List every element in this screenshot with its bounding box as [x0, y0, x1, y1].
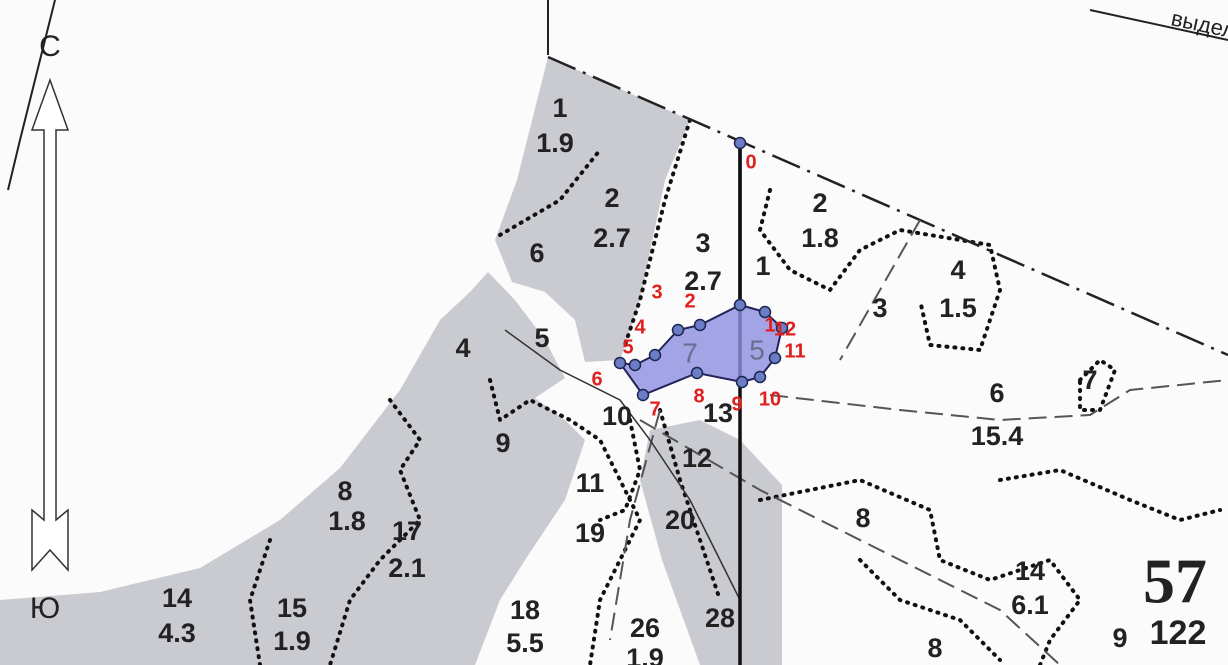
plot-label: 6: [989, 378, 1004, 408]
survey-points: [613, 136, 789, 402]
plot-label: 8: [927, 633, 942, 663]
plot-label: 3: [872, 293, 887, 323]
plot-label: 14: [162, 583, 192, 613]
plot-label: 12: [682, 443, 712, 473]
point-label: 12: [774, 318, 796, 340]
plot-label: 8: [855, 503, 870, 533]
plot-label: 4: [455, 333, 470, 363]
survey-point: [775, 321, 789, 335]
plot-label: 5: [534, 323, 549, 353]
plot-label: 8: [337, 476, 352, 506]
plot-label: 2: [812, 188, 827, 218]
point-label: 11: [784, 340, 805, 362]
point-label: 3: [651, 281, 662, 303]
point-label: 6: [591, 368, 602, 390]
survey-point: [671, 323, 685, 337]
plot-label: 3: [695, 228, 710, 258]
point-label: 9: [731, 393, 742, 415]
survey-point: [613, 356, 627, 370]
north-label: С: [39, 30, 61, 63]
plot-label: 15.4: [971, 421, 1024, 451]
plot-label: 19: [575, 518, 605, 548]
boundaries: [7, 0, 1228, 665]
plot-label: 1.9: [536, 128, 574, 158]
plot-label: 1.8: [328, 506, 366, 536]
plot-label: 4: [950, 255, 965, 285]
plot-label: 26: [630, 613, 660, 643]
plot-label: 9: [495, 428, 510, 458]
plot-label: 2.1: [388, 553, 426, 583]
survey-point: [648, 348, 662, 362]
plot-label: 6.1: [1011, 590, 1049, 620]
plot-label: 1.9: [626, 643, 664, 665]
survey-point: [628, 358, 642, 372]
plot-label: 9: [1112, 623, 1127, 653]
section-area: 122: [1150, 614, 1207, 652]
compass: С Ю: [30, 30, 70, 625]
plot-label: 2.7: [593, 223, 631, 253]
point-label: 4: [634, 316, 646, 338]
point-label: 10: [759, 388, 781, 410]
point-label: 1: [764, 314, 775, 336]
plot-label: 14: [1015, 556, 1045, 586]
plot-label: 11: [576, 468, 605, 498]
plot-label: 7: [1082, 365, 1097, 395]
section-number: 57: [1143, 546, 1207, 617]
survey-point: [753, 370, 767, 384]
point-label: 2: [684, 290, 695, 312]
point-label: 0: [745, 151, 756, 173]
point-label: 8: [693, 385, 704, 407]
plot-label: 20: [665, 505, 695, 535]
plot-label: 4.3: [158, 618, 196, 648]
survey-point: [733, 136, 747, 150]
survey-point: [693, 318, 707, 332]
survey-point: [636, 388, 650, 402]
survey-point: [758, 305, 772, 319]
survey-point: [690, 366, 704, 380]
point-label: 7: [649, 398, 660, 420]
plot-label: 2: [604, 183, 619, 213]
plot-label: 2.7: [684, 266, 722, 296]
polygon-label: 5: [749, 334, 765, 365]
plot-label: 13: [703, 398, 733, 428]
plot-label: 17: [392, 516, 422, 546]
point-label: 5: [622, 336, 633, 358]
plot-label: 15: [277, 593, 307, 623]
plot-label: 10: [602, 401, 632, 431]
plot-label: 1.9: [273, 626, 311, 656]
survey-point: [733, 298, 747, 312]
plot-label: 18: [510, 595, 540, 625]
plot-label: 6: [529, 238, 544, 268]
south-label: Ю: [30, 592, 60, 625]
plot-label: 28: [705, 603, 735, 633]
plot-label: 5.5: [506, 628, 544, 658]
survey-point: [735, 375, 749, 389]
plot-label: 1: [552, 93, 567, 123]
polygon-label: 7: [682, 337, 698, 368]
survey-point: [768, 351, 782, 365]
plot-label: 1.5: [939, 293, 977, 323]
plot-label: 1.8: [801, 223, 839, 253]
plot-label: 1: [755, 251, 770, 281]
